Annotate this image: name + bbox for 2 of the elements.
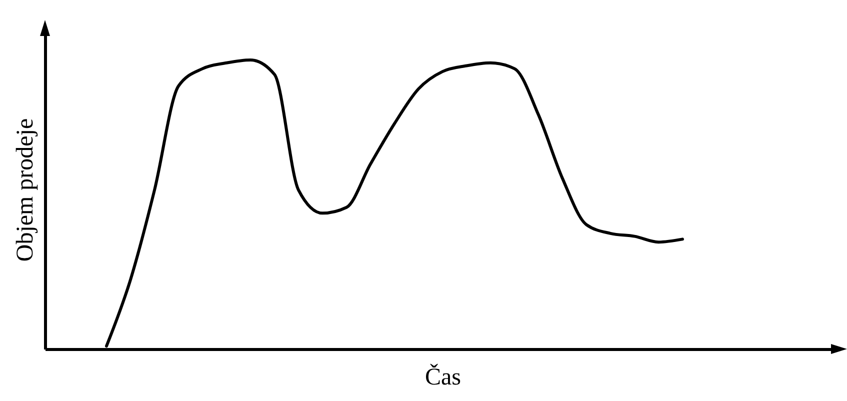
x-axis-title: Čas [425, 364, 461, 390]
y-axis-title: Objem prodeje [12, 118, 38, 262]
